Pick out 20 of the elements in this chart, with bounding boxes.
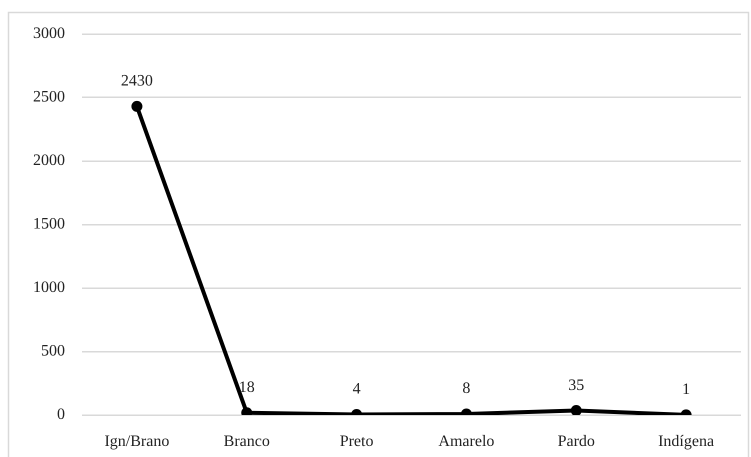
x-tick-label: Pardo — [558, 432, 595, 450]
point — [131, 100, 142, 112]
x-tick-label: Indígena — [658, 432, 714, 450]
y-tick-label: 2500 — [33, 88, 65, 106]
data-label: 4 — [352, 380, 361, 398]
x-tick-label: Preto — [340, 432, 374, 450]
x-tick-label: Ign/Brano — [104, 432, 170, 450]
data-label: 8 — [462, 380, 470, 398]
data-label: 35 — [568, 376, 584, 394]
data-label: 1 — [682, 381, 690, 398]
data-label: 2430 — [120, 72, 153, 90]
y-tick-label: 3000 — [33, 25, 65, 42]
y-tick-label: 1500 — [33, 216, 65, 233]
y-tick-label: 1000 — [33, 279, 65, 296]
data-label: 18 — [238, 378, 255, 396]
y-tick-label: 0 — [57, 406, 65, 424]
y-tick-label: 2000 — [33, 152, 65, 170]
x-tick-label: Amarelo — [438, 432, 494, 450]
y-tick-label: 500 — [41, 342, 65, 360]
x-tick-label: Branco — [224, 432, 270, 450]
